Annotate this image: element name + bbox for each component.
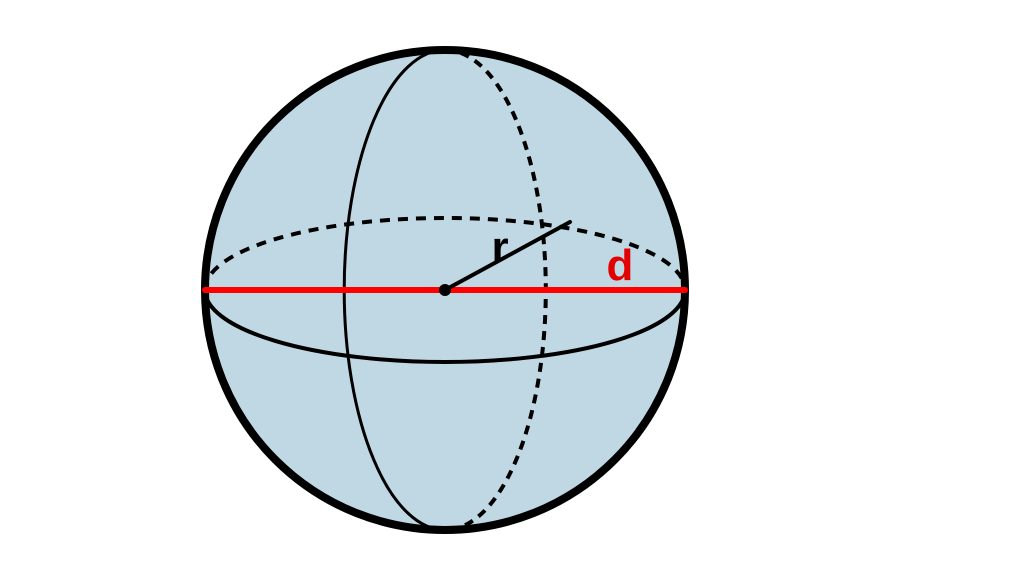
center-dot xyxy=(439,284,451,296)
diameter-label: d xyxy=(607,241,634,290)
sphere-diagram: rd xyxy=(0,0,1024,576)
radius-label: r xyxy=(491,223,508,272)
